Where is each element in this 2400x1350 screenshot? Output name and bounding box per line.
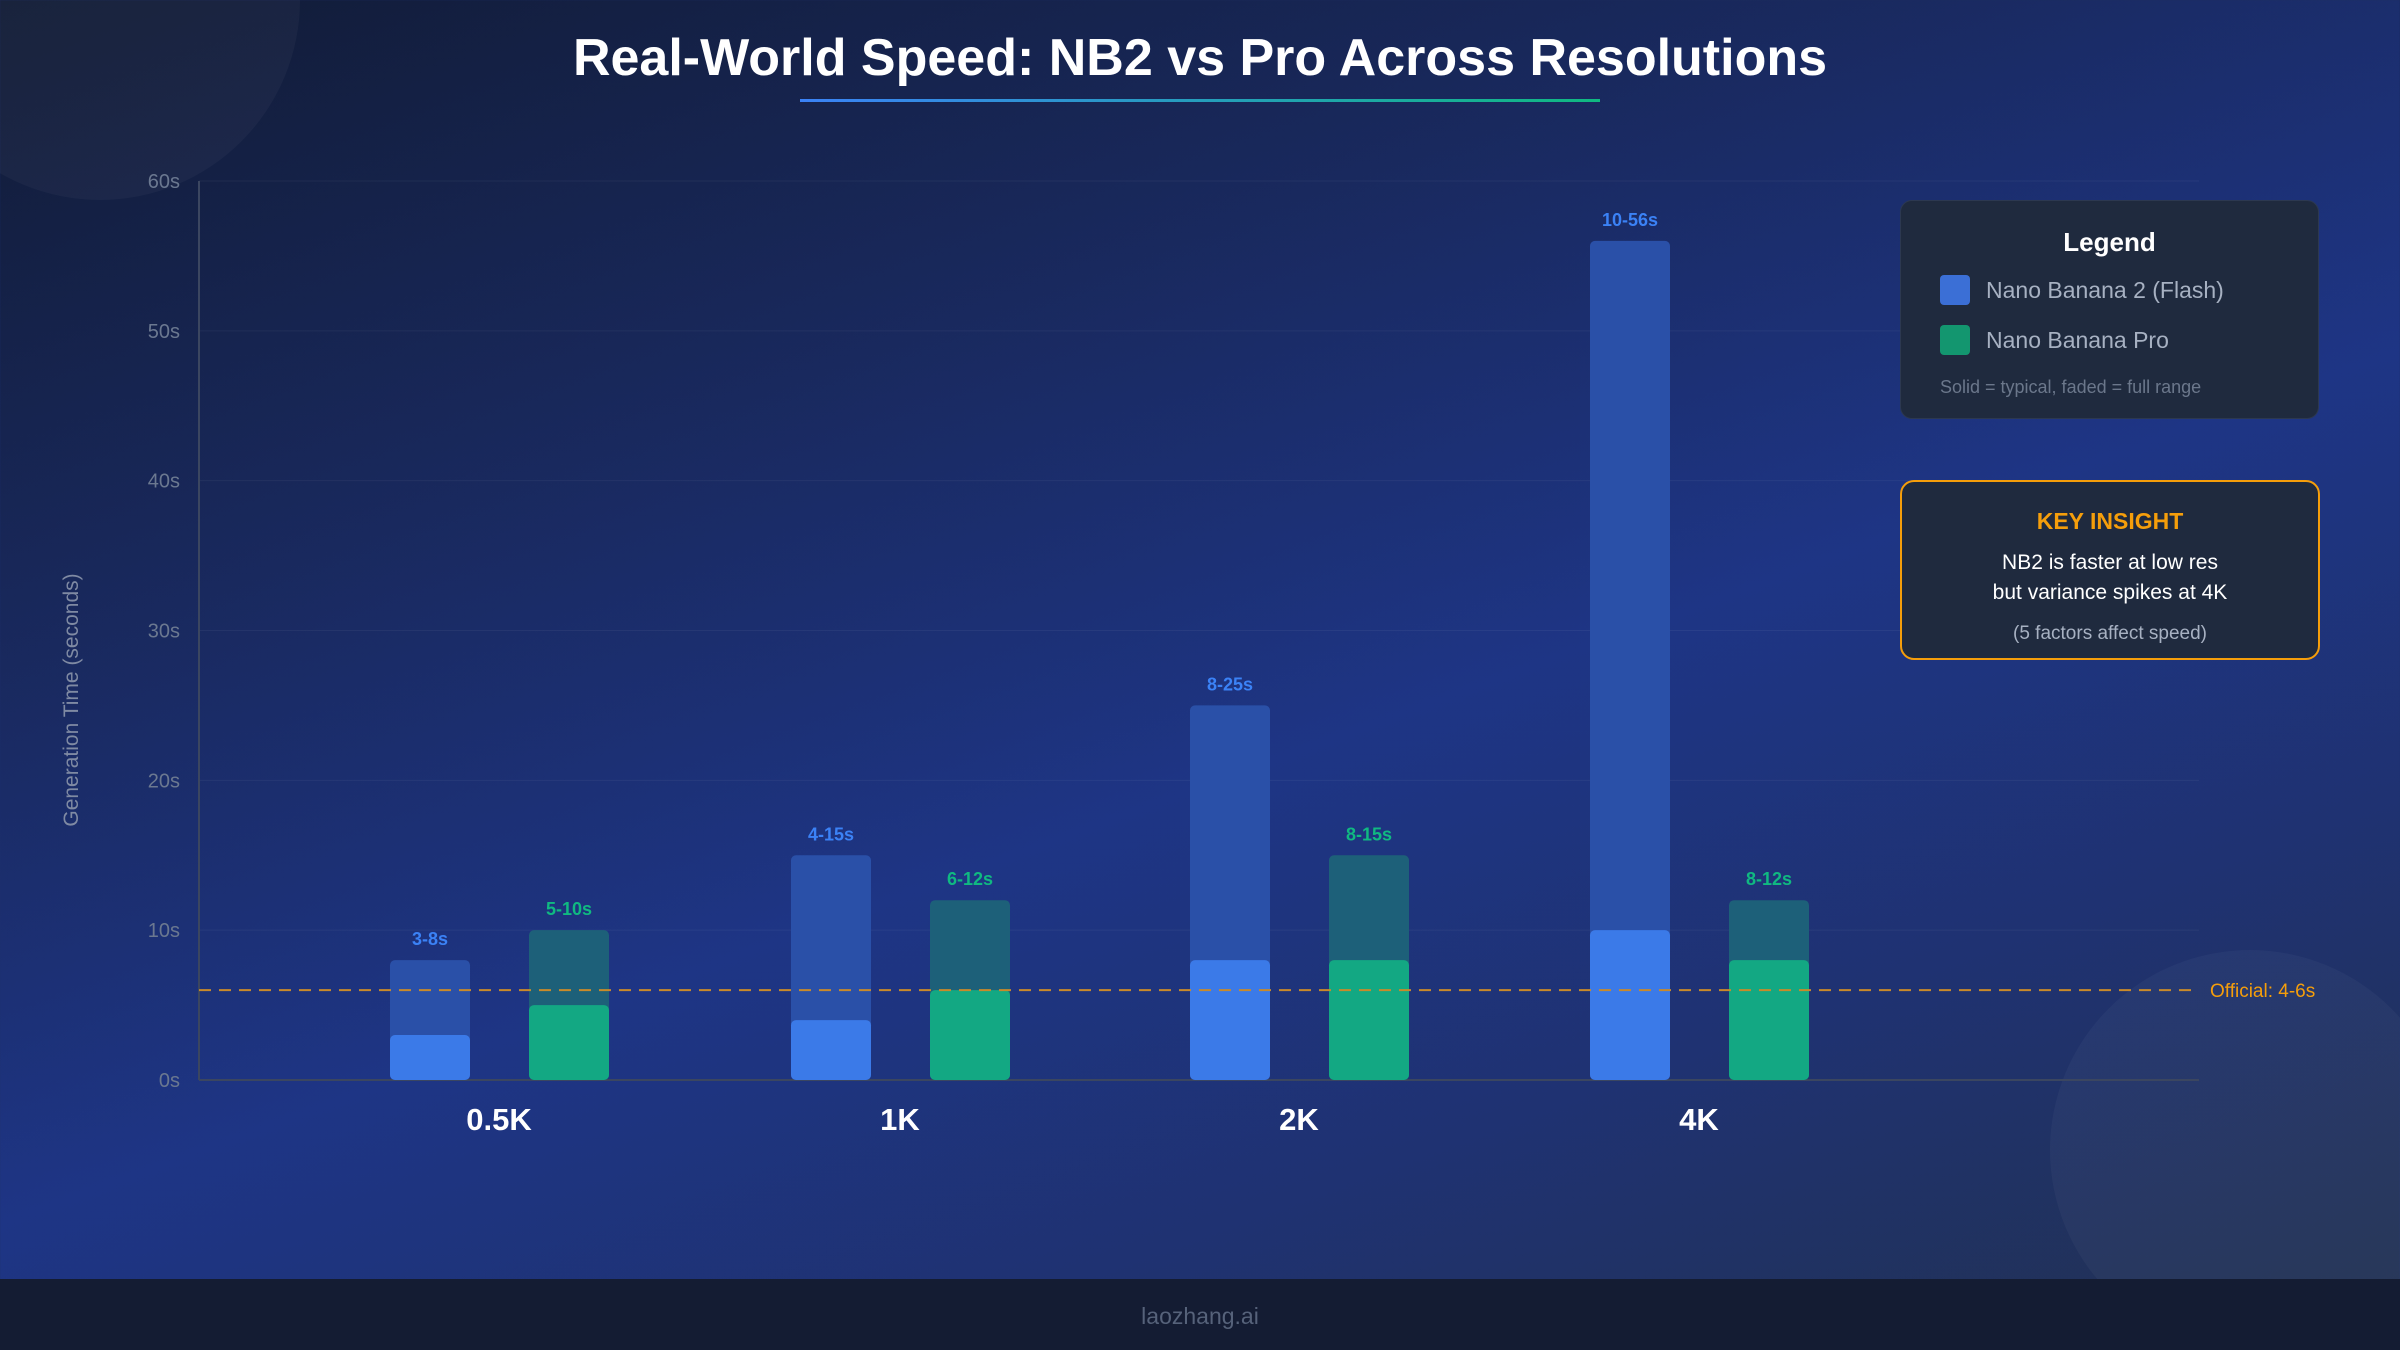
data-label: 8-12s: [1746, 869, 1792, 889]
y-tick-label: 0s: [159, 1070, 180, 1092]
chart-title: Real-World Speed: NB2 vs Pro Across Reso…: [572, 29, 1828, 87]
typical-bar: [1329, 960, 1409, 1080]
typical-bar: [791, 1020, 871, 1080]
typical-bar: [390, 1035, 470, 1080]
data-label: 4-15s: [808, 824, 854, 844]
key-insight-box: KEY INSIGHT NB2 is faster at low res but…: [1900, 480, 2320, 660]
insight-line: NB2 is faster at low res: [2002, 551, 2218, 574]
insight-title: KEY INSIGHT: [2036, 508, 2184, 534]
insight-line: but variance spikes at 4K: [1992, 581, 2228, 604]
x-tick-label: 0.5K: [466, 1102, 532, 1137]
y-tick-label: 50s: [148, 321, 180, 343]
data-label: 3-8s: [412, 929, 448, 949]
y-tick-label: 40s: [148, 471, 180, 493]
bar-chart: 0s 10s 20s 30s 40s 50s 60s 3-8s 5-10s 0.5K 4-15s 6…: [60, 171, 2316, 1137]
footer-brand: laozhang.ai: [1141, 1303, 1259, 1329]
reference-line-label: Official: 4-6s: [2210, 981, 2315, 1002]
legend-note: Solid = typical, faded = full range: [1940, 377, 2202, 397]
typical-bar: [1729, 960, 1809, 1080]
data-label: 5-10s: [546, 899, 592, 919]
x-tick-label: 2K: [1279, 1102, 1319, 1137]
y-axis-label: Generation Time (seconds): [60, 573, 83, 826]
data-label: 6-12s: [947, 869, 993, 889]
x-tick-label: 1K: [880, 1102, 920, 1137]
legend-item-nb2: Nano Banana 2 (Flash): [1940, 275, 2224, 305]
typical-bar: [1190, 960, 1270, 1080]
legend-title: Legend: [2063, 227, 2156, 257]
legend-label: Nano Banana 2 (Flash): [1986, 276, 2224, 303]
legend-item-pro: Nano Banana Pro: [1940, 325, 2169, 355]
y-tick-label: 60s: [148, 171, 180, 193]
data-label: 10-56s: [1602, 210, 1658, 230]
typical-bar: [529, 1005, 609, 1080]
legend: Legend Nano Banana 2 (Flash) Nano Banana…: [1900, 200, 2319, 419]
title-underline: [800, 99, 1600, 102]
x-tick-label: 4K: [1679, 1102, 1719, 1137]
insight-note: (5 factors affect speed): [2013, 623, 2207, 644]
typical-bar: [1590, 930, 1670, 1080]
footer: laozhang.ai: [0, 1279, 2400, 1350]
legend-swatch-green: [1940, 325, 1970, 355]
typical-bar: [930, 990, 1010, 1080]
data-label: 8-25s: [1207, 674, 1253, 694]
y-tick-label: 30s: [148, 621, 180, 643]
y-tick-label: 20s: [148, 770, 180, 792]
legend-label: Nano Banana Pro: [1986, 326, 2169, 353]
range-bar: [1590, 240, 1670, 1080]
data-label: 8-15s: [1346, 824, 1392, 844]
y-tick-label: 10s: [148, 920, 180, 942]
legend-swatch-blue: [1940, 275, 1970, 305]
